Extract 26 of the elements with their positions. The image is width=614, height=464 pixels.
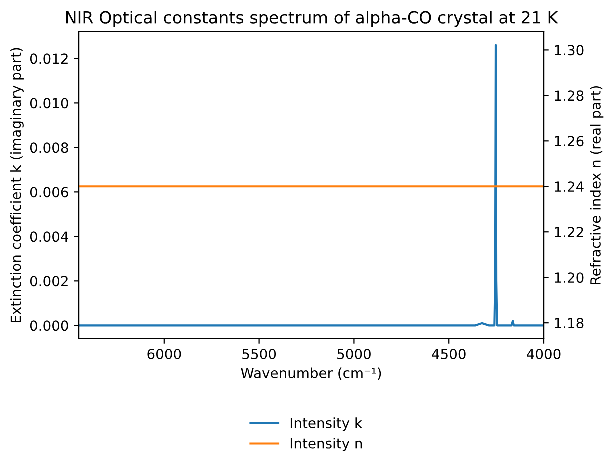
y-tick-label: 0.012	[30, 54, 68, 64]
y2-tick-label: 1.20	[555, 272, 584, 284]
y-tick-label: 0.004	[30, 232, 68, 242]
x-axis-title: Wavenumber (cm⁻¹)	[241, 368, 382, 380]
legend-label: Intensity n	[290, 438, 362, 452]
x-tick-label: 4500	[432, 348, 466, 360]
legend-label: Intensity k	[290, 418, 362, 432]
y2-axis-title: Refractive index n (real part)	[590, 86, 604, 284]
y-tick-label: 0.002	[30, 276, 68, 287]
y2-tick-label: 1.30	[555, 45, 584, 56]
y-tick-label: 0.010	[30, 98, 68, 109]
y-axis-title: Extinction coefficient k (imaginary part)	[10, 48, 24, 323]
y2-tick-label: 1.24	[555, 182, 584, 192]
y2-tick-label: 1.22	[555, 227, 584, 238]
y2-tick-label: 1.18	[555, 318, 584, 329]
x-tick-label: 5000	[338, 348, 371, 360]
y2-tick-label: 1.28	[555, 90, 584, 102]
line-series	[79, 44, 544, 327]
y2-tick-label: 1.26	[555, 136, 584, 147]
x-tick-label: 5500	[242, 348, 276, 360]
y-tick-label: 0.006	[30, 187, 68, 198]
y-tick-label: 0.008	[30, 142, 68, 154]
x-tick-label: 6000	[148, 348, 182, 360]
chart-title: NIR Optical constants spectrum of alpha-CO crystal at 21 K	[66, 11, 559, 28]
y-tick-label: 0.000	[30, 320, 68, 332]
x-tick-label: 4000	[527, 348, 561, 360]
